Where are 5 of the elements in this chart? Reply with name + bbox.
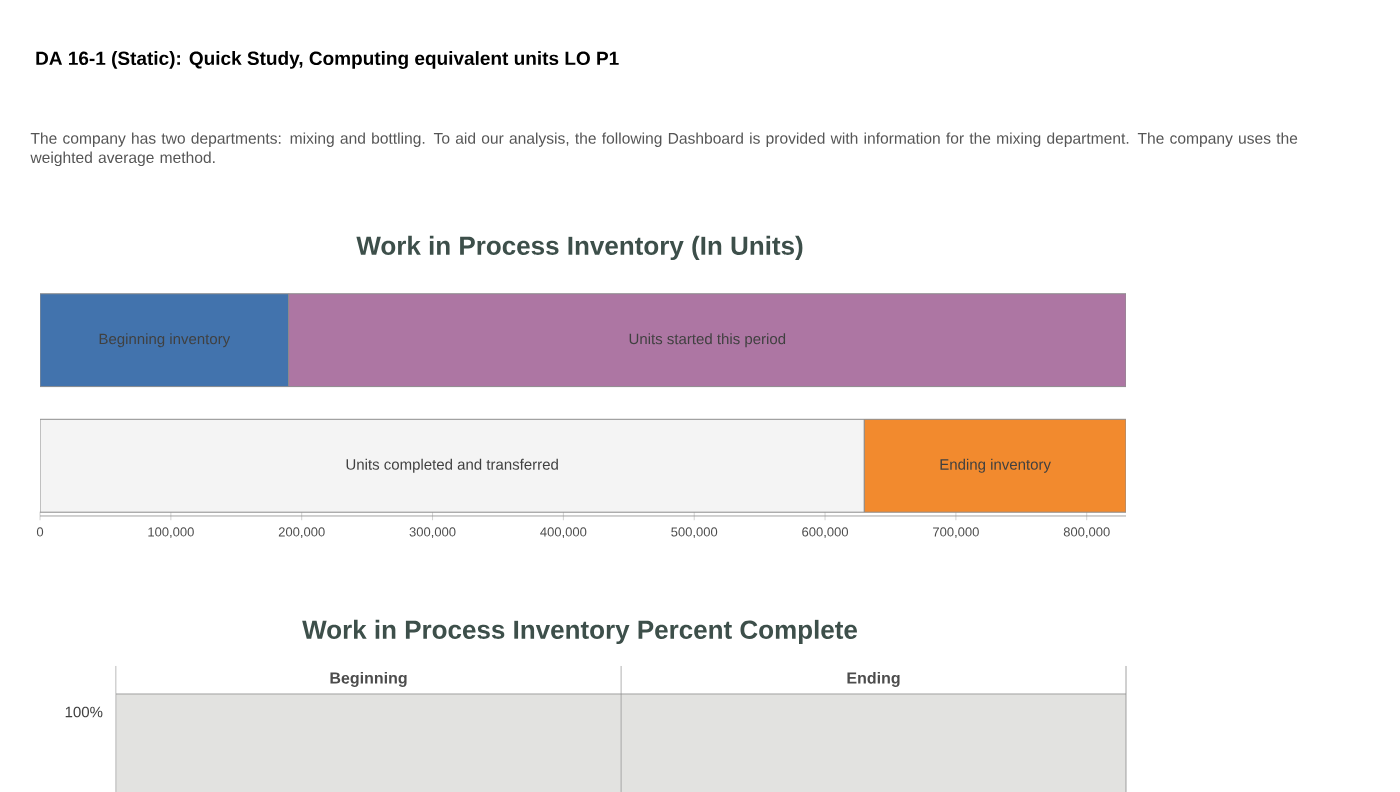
text: DA 16-1 (Static): Quick Study, Computing equivalent units LO P1 bbox=[36, 50, 619, 69]
category-label: Ending bbox=[847, 671, 900, 687]
category-label: Beginning bbox=[330, 671, 407, 687]
chart-title: Work in Process Inventory (In Units) bbox=[356, 235, 803, 260]
text: Work in Process Inventory Percent Complete bbox=[302, 619, 857, 644]
